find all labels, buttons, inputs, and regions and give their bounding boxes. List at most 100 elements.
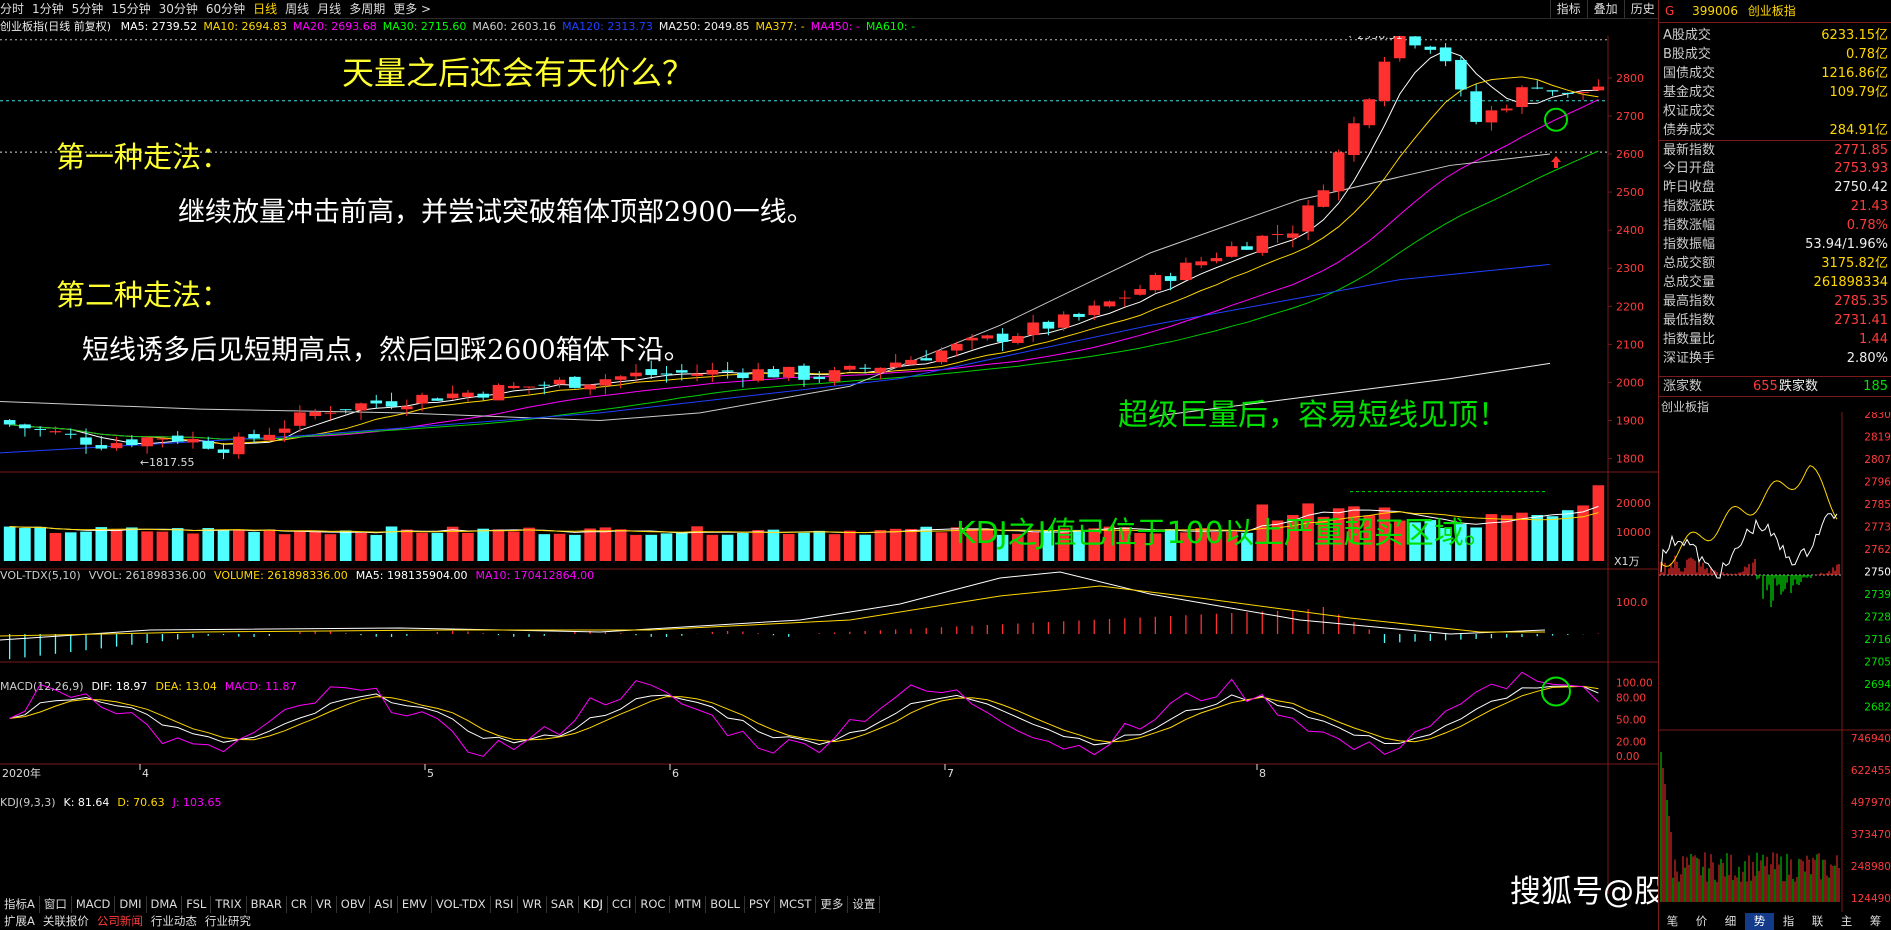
volume-bar (828, 534, 841, 561)
timeframe-7[interactable]: 周线 (285, 2, 310, 16)
quote-tab-1[interactable]: 价 (1695, 914, 1708, 928)
indicator-tab-4[interactable]: DMA (147, 896, 183, 913)
indicator-tab-18[interactable]: CCI (608, 896, 637, 913)
indicator-tab-23[interactable]: MCST (775, 896, 817, 913)
indicator-tab-25[interactable]: 设置 (848, 896, 881, 913)
indicator-tab-11[interactable]: ASI (370, 896, 398, 913)
stat-label-5: 债券成交 (1663, 123, 1716, 138)
volume-bar (1103, 526, 1116, 561)
kdj-legend-item-3: J: 103.65 (172, 796, 222, 809)
volume-bar (507, 531, 520, 561)
quote-tab-7[interactable]: 筹 (1869, 914, 1882, 928)
indicator-tab-12[interactable]: EMV (398, 896, 432, 913)
timeframe-1[interactable]: 1分钟 (32, 2, 64, 16)
quote-tab-5[interactable]: 联 (1811, 914, 1824, 928)
extension-tab-0[interactable]: 扩展A (4, 914, 35, 928)
quote-tab-3[interactable]: 势 (1745, 913, 1774, 930)
toolbar-button-1[interactable]: 叠加 (1586, 0, 1624, 18)
stat-row-7: 今日开盘 2753.93 (1659, 159, 1891, 178)
stat-value-3: 109.79亿 (1829, 85, 1889, 100)
timeframe-2[interactable]: 5分钟 (71, 2, 104, 16)
volume-bar (202, 528, 215, 561)
timeframe-5[interactable]: 60分钟 (205, 2, 246, 16)
indicator-tab-19[interactable]: ROC (636, 896, 671, 913)
indicator-tab-5[interactable]: FSL (182, 896, 212, 913)
date-axis-year: 2020年 (2, 766, 41, 780)
extension-tab-1[interactable]: 关联报价 (42, 914, 89, 928)
quote-tab-2[interactable]: 细 (1724, 914, 1737, 928)
candle-body (64, 433, 77, 435)
toolbar-button-0[interactable]: 指标 (1549, 0, 1587, 18)
timeframe-0[interactable]: 分时 (0, 2, 25, 16)
stat-row-17: 深证换手 2.80% (1659, 349, 1891, 368)
candle-body (1195, 261, 1207, 266)
quote-tab-6[interactable]: 主 (1840, 914, 1853, 928)
stat-row-12: 总成交额 3175.82亿 (1659, 254, 1891, 273)
extension-tab-4[interactable]: 行业研究 (204, 914, 251, 928)
indicator-tab-1[interactable]: 窗口 (40, 896, 72, 913)
volume-bar (1500, 515, 1513, 561)
candle-body (874, 367, 887, 373)
indicator-tab-13[interactable]: VOL-TDX (432, 896, 491, 913)
timeframe-8[interactable]: 月线 (317, 2, 342, 16)
vol-legend-item-4: MA10: 170412864.00 (475, 569, 595, 582)
indicator-tab-8[interactable]: CR (287, 896, 312, 913)
candle-body (1012, 335, 1024, 343)
kline-chart-area[interactable]: 2800 2700 2600 2500 2400 2300 2200 2100 2000 1900… (0, 36, 1658, 894)
mini-chart-title: 创业板指 (1661, 400, 1710, 414)
stat-label-1: B股成交 (1663, 47, 1711, 62)
toolbar-button-2[interactable]: 历史 (1623, 0, 1661, 18)
indicator-tab-3[interactable]: DMI (115, 896, 147, 913)
volume-bar (996, 534, 1009, 561)
stat-label-14: 最高指数 (1663, 294, 1716, 309)
indicator-tab-17[interactable]: KDJ (579, 896, 608, 913)
volume-bar (1180, 532, 1192, 561)
quote-tab-0[interactable]: 笔 (1666, 914, 1679, 928)
timeframe-3[interactable]: 15分钟 (111, 2, 151, 16)
indicator-tab-6[interactable]: TRIX (211, 896, 247, 913)
candle-body (721, 370, 734, 372)
volume-bar (431, 532, 444, 561)
stat-label-9: 指数涨跌 (1663, 199, 1716, 214)
candle-body (217, 449, 230, 453)
volume-legend: VOL-TDX(5,10) VVOL: 261898336.00 VOLUME: 2… (0, 569, 602, 582)
volume-bar (767, 529, 780, 561)
volume-bar (935, 532, 948, 561)
extension-tab-2[interactable]: 公司新闻 (96, 914, 143, 928)
indicator-tab-16[interactable]: SAR (547, 896, 580, 913)
timeframe-4[interactable]: 30分钟 (158, 2, 198, 16)
candle-body (1531, 87, 1544, 89)
volume-bar (553, 533, 566, 561)
indicator-tab-10[interactable]: OBV (337, 896, 371, 913)
quote-tab-4[interactable]: 指 (1782, 914, 1795, 928)
indicator-tab-9[interactable]: VR (312, 896, 337, 913)
indicator-tab-22[interactable]: PSY (745, 896, 776, 913)
volume-bar (110, 528, 123, 561)
indicator-tab-20[interactable]: MTM (670, 896, 707, 913)
stat-label-17: 深证换手 (1663, 351, 1716, 366)
candle-body (1592, 86, 1605, 91)
indicator-tab-24[interactable]: 更多 (816, 896, 849, 913)
candle-body (492, 384, 505, 401)
candle-body (95, 445, 108, 449)
indicator-tab-0[interactable]: 指标A (0, 896, 40, 913)
indicator-tab-2[interactable]: MACD (72, 896, 116, 913)
timeframe-6[interactable]: 日线 (253, 2, 278, 16)
indicator-tab-14[interactable]: RSI (491, 896, 519, 913)
candle-body (1241, 246, 1253, 250)
indicator-tab-15[interactable]: WR (518, 896, 547, 913)
ma120-line (0, 263, 1551, 454)
intraday-mini-chart[interactable]: 2830 2819 2807 2796 2785 2773 2762 2750 2739 2728… (1659, 412, 1891, 912)
volume-bar (3, 526, 16, 561)
candle-body (660, 373, 673, 375)
extension-tab-3[interactable]: 行业动态 (150, 914, 197, 928)
timeframe-9[interactable]: 多周期 (349, 2, 386, 16)
volume-bar (1225, 531, 1238, 561)
timeframe-10[interactable]: 更多 > (393, 2, 432, 16)
indicator-tab-21[interactable]: BOLL (706, 896, 745, 913)
indicator-tab-7[interactable]: BRAR (247, 896, 287, 913)
volume-bar (1195, 528, 1207, 561)
macd-dea-line (0, 585, 1545, 637)
volume-bar (1546, 516, 1559, 561)
quote-panel: G 399006 创业板指 A股成交 6233.15亿 B股成交 0.78亿 国债成交 1… (1658, 0, 1891, 930)
